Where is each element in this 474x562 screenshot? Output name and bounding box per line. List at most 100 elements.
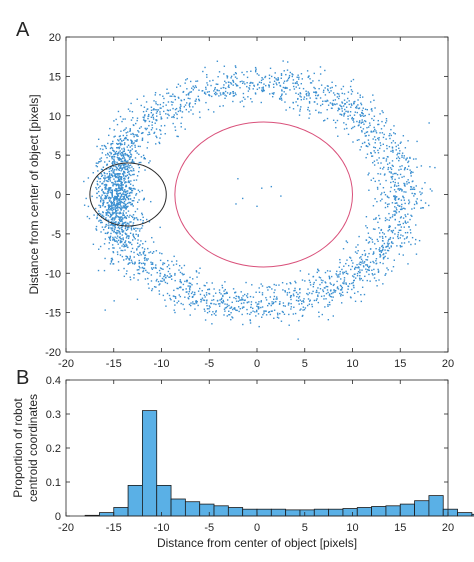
scatter-point	[119, 138, 121, 141]
scatter-point	[399, 188, 402, 190]
scatter-point	[208, 310, 211, 313]
scatter-point	[260, 79, 263, 82]
scatter-point	[85, 197, 87, 200]
scatter-point	[110, 228, 113, 230]
scatter-point	[159, 259, 162, 262]
scatter-point	[107, 176, 110, 179]
scatter-point	[225, 292, 227, 295]
scatter-point	[102, 202, 104, 205]
scatter-point	[106, 172, 108, 175]
scatter-point	[387, 269, 389, 271]
scatter-point	[370, 152, 372, 155]
scatter-point	[240, 291, 242, 293]
scatter-point	[109, 215, 112, 218]
scatter-point	[399, 173, 402, 176]
scatter-point	[283, 70, 285, 72]
scatter-point	[176, 302, 178, 304]
scatter-point	[216, 89, 219, 92]
scatter-point	[372, 251, 375, 253]
scatter-point	[295, 291, 298, 294]
scatter-point	[138, 269, 140, 271]
scatter-point	[110, 170, 113, 172]
scatter-point	[100, 197, 102, 199]
scatter-point	[404, 220, 407, 222]
scatter-point	[349, 256, 351, 259]
scatter-point	[118, 175, 120, 177]
scatter-point	[114, 180, 116, 182]
scatter-point	[96, 165, 99, 168]
scatter-point	[400, 206, 403, 208]
scatter-point	[308, 117, 310, 119]
scatter-point	[129, 201, 132, 204]
scatter-point	[131, 141, 133, 144]
scatter-point	[384, 236, 387, 238]
scatter-point	[145, 258, 148, 260]
scatter-point	[134, 262, 136, 264]
scatter-point	[382, 246, 385, 249]
scatter-point	[321, 313, 324, 316]
scatter-point	[135, 135, 138, 137]
scatter-point	[115, 118, 117, 121]
scatter-point	[129, 167, 131, 169]
scatter-point	[361, 262, 363, 264]
scatter-point	[335, 273, 337, 275]
scatter-point	[111, 229, 113, 232]
scatter-point	[185, 108, 188, 111]
scatter-point	[309, 113, 311, 115]
scatter-point	[188, 282, 191, 284]
scatter-point	[292, 102, 294, 104]
scatter-point	[144, 240, 147, 243]
scatter-point	[389, 190, 392, 193]
scatter-point	[256, 303, 259, 305]
scatter-point	[109, 191, 111, 193]
scatter-point	[112, 236, 114, 239]
scatter-point	[102, 211, 104, 214]
scatter-point	[331, 81, 333, 84]
scatter-point	[106, 156, 108, 159]
scatter-point	[390, 171, 392, 173]
scatter-point	[182, 303, 184, 306]
scatter-point	[387, 240, 389, 242]
scatter-point	[396, 245, 398, 247]
scatter-point	[324, 69, 326, 72]
scatter-point	[376, 200, 378, 203]
scatter-point	[150, 267, 153, 269]
scatter-point	[126, 195, 128, 198]
scatter-point	[414, 243, 416, 245]
scatter-point	[180, 126, 182, 128]
scatter-point	[391, 164, 394, 167]
scatter-point	[292, 73, 294, 76]
scatter-point	[383, 253, 385, 255]
scatter-point	[156, 271, 158, 274]
scatter-point	[195, 301, 197, 303]
scatter-point	[403, 175, 405, 178]
scatter-point	[271, 92, 274, 95]
scatter-point	[99, 148, 102, 150]
scatter-point	[341, 101, 343, 103]
scatter-point	[190, 292, 193, 295]
scatter-point	[237, 300, 240, 302]
scatter-point	[326, 289, 329, 291]
scatter-point	[188, 103, 191, 105]
scatter-point	[358, 120, 361, 122]
scatter-point	[196, 80, 199, 82]
scatter-point	[419, 191, 421, 193]
scatter-point	[388, 247, 391, 249]
scatter-point	[112, 205, 114, 207]
scatter-point	[110, 232, 112, 235]
scatter-point	[123, 267, 125, 270]
scatter-point	[383, 166, 385, 169]
scatter-point	[284, 289, 286, 292]
scatter-point	[332, 92, 335, 94]
scatter-point	[166, 92, 168, 95]
scatter-point	[399, 165, 401, 168]
scatter-point	[177, 110, 180, 113]
scatter-point	[123, 275, 126, 278]
scatter-point	[191, 87, 193, 89]
scatter-point	[126, 146, 128, 148]
scatter-point	[188, 106, 191, 108]
scatter-point	[110, 221, 112, 223]
scatter-point	[111, 191, 113, 194]
scatter-point	[381, 120, 383, 123]
y-tick-label: 0	[55, 190, 61, 202]
